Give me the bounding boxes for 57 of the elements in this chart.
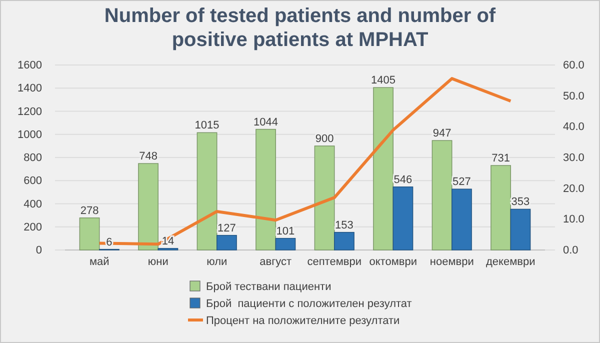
y-tick-label: 0 xyxy=(36,244,42,257)
x-tick-label: август xyxy=(260,256,292,268)
y-tick-label: 200 xyxy=(24,221,42,234)
bar xyxy=(275,238,296,250)
text: 1044 xyxy=(254,116,278,128)
x-tick-label: ноември xyxy=(430,256,474,268)
y-tick-label: 400 xyxy=(24,198,42,210)
text: 947 xyxy=(432,128,452,140)
text: 731 xyxy=(492,152,510,164)
line-series xyxy=(98,77,512,246)
bar xyxy=(432,140,452,250)
text: 748 xyxy=(139,150,158,163)
y2-tick-label: 10.0 xyxy=(563,214,584,226)
x-tick-label: юни xyxy=(148,256,168,268)
legend-label: Процент на положителните резултати xyxy=(206,315,400,327)
y-tick-label: 1000 xyxy=(18,128,42,141)
bar xyxy=(196,132,218,250)
text: 527 xyxy=(452,176,471,188)
x-tick-label: септември xyxy=(307,256,362,268)
bar xyxy=(138,163,158,250)
y-tick-label: 1200 xyxy=(18,106,42,118)
text: 353 xyxy=(511,196,530,208)
text: 127 xyxy=(218,222,236,234)
chart-title: Number of tested patients and number of positive patients at MPHAT xyxy=(104,5,496,51)
y2-tick-label: 50.0 xyxy=(563,90,584,102)
bar xyxy=(392,186,414,250)
bar xyxy=(510,208,531,250)
y-tick-label: 800 xyxy=(24,152,42,164)
bar xyxy=(490,165,511,250)
y-tick-label: 600 xyxy=(24,175,42,188)
text: 278 xyxy=(80,204,99,217)
text: 1405 xyxy=(371,74,396,87)
legend-label: Брой пациенти с положителен резултат xyxy=(206,298,412,310)
text: 546 xyxy=(394,174,412,186)
text: 900 xyxy=(315,132,334,145)
text: 153 xyxy=(335,219,354,232)
text: 1015 xyxy=(194,120,220,132)
y2-tick-label: 20.0 xyxy=(563,182,584,195)
y-tick-label: 1400 xyxy=(18,82,42,95)
bar xyxy=(452,188,472,250)
x-tick-label: декември xyxy=(486,256,536,268)
y2-tick-label: 30.0 xyxy=(563,152,584,164)
bar xyxy=(79,218,100,250)
legend-label: Брой тествани пациенти xyxy=(206,281,332,293)
bar xyxy=(256,128,276,250)
y2-tick-label: 0.0 xyxy=(563,244,578,257)
y2-tick-label: 40.0 xyxy=(563,121,584,134)
bar xyxy=(314,146,335,250)
bar xyxy=(334,232,354,250)
bar xyxy=(216,234,237,250)
y-tick-label: 1600 xyxy=(18,60,42,72)
x-tick-label: октомври xyxy=(369,256,418,268)
y2-tick-label: 60.0 xyxy=(563,60,584,72)
x-tick-label: май xyxy=(89,256,110,268)
text: 101 xyxy=(276,225,295,238)
bar xyxy=(373,87,394,250)
x-tick-label: юли xyxy=(206,256,228,268)
